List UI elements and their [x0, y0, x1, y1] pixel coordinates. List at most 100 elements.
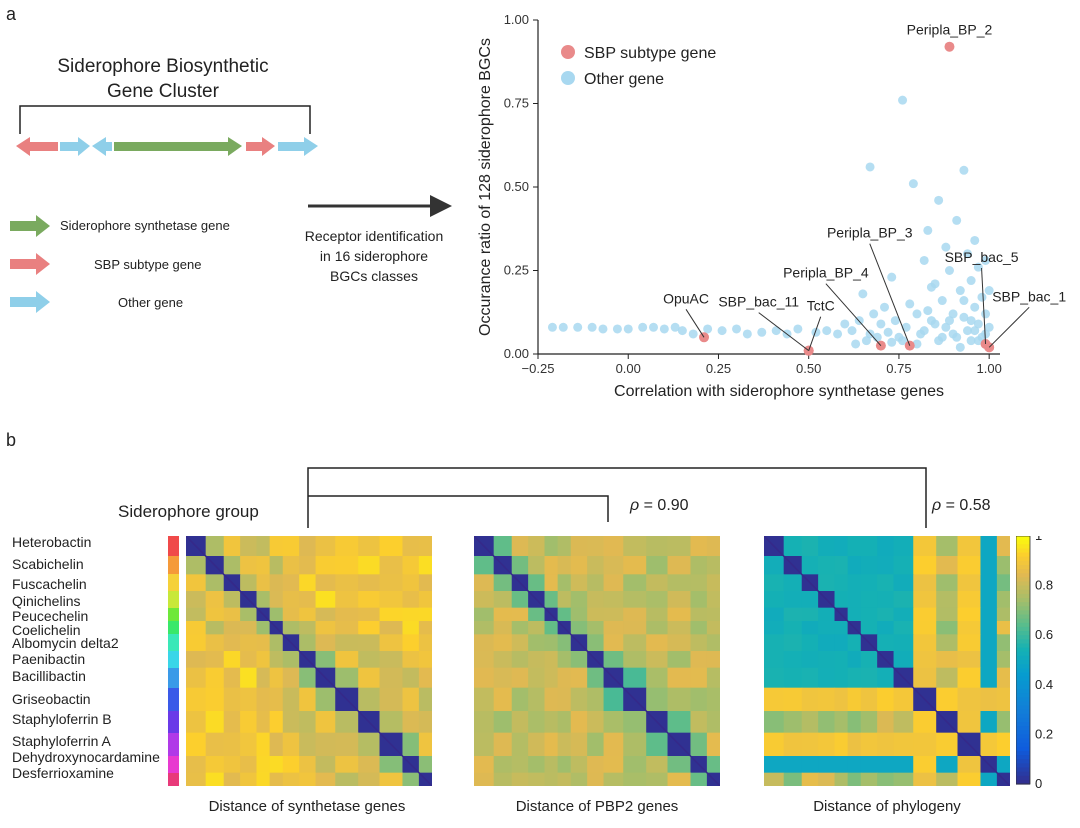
heatmap-cell — [603, 687, 624, 712]
colorbar-step — [1016, 655, 1030, 661]
heatmap-cell — [847, 556, 862, 575]
colorbar-step — [1016, 602, 1030, 607]
heatmap-cell — [623, 591, 647, 609]
heatmap-cell — [335, 756, 359, 774]
heatmap-cell — [511, 667, 529, 689]
heatmap-cell — [801, 621, 819, 635]
heatmap-cell — [335, 711, 359, 734]
other-gene-point — [649, 322, 658, 332]
heatmap-cell — [603, 556, 624, 575]
heatmap-cell — [402, 634, 420, 652]
heatmap-cell — [834, 634, 849, 652]
other-gene-point — [912, 309, 922, 319]
heatmap-cell — [256, 687, 271, 712]
group-label: Desferrioxamine — [12, 765, 114, 781]
heatmap-cell — [315, 607, 336, 622]
heatmap-cell — [847, 574, 862, 592]
other-gene-point — [959, 165, 969, 175]
heatmap-cell — [358, 772, 381, 786]
heatmap-cell — [315, 687, 336, 712]
heatmap-cell — [282, 621, 300, 635]
heatmap-cell — [646, 536, 669, 557]
colorbar-step — [1016, 779, 1030, 785]
heatmap-cell — [603, 591, 624, 609]
group-label: Staphyloferrin B — [12, 711, 112, 727]
heatmap-cell — [587, 556, 605, 575]
cluster-title-line2: Gene Cluster — [107, 81, 219, 102]
heatmap-cell — [783, 591, 803, 609]
heatmap-cell — [474, 732, 495, 757]
heatmap-cell — [269, 667, 284, 689]
heatmap-cell — [557, 591, 572, 609]
other-gene-points — [547, 95, 994, 352]
heatmap-cell — [818, 621, 836, 635]
heatmap-cell — [706, 687, 720, 712]
heatmap-cell — [690, 574, 708, 592]
heatmap-cell — [847, 607, 862, 622]
colorbar-step — [1016, 734, 1030, 740]
legend-arrow-other — [10, 291, 50, 313]
legend-label: Other gene — [584, 71, 664, 88]
heatmap-cell — [834, 536, 849, 557]
other-gene-point — [771, 326, 781, 336]
y-tick-label: 0.00 — [504, 346, 529, 361]
heatmap-cell — [913, 651, 937, 669]
heatmap-cell — [860, 574, 878, 592]
other-gene-point — [977, 292, 987, 302]
heatmap-cell — [358, 621, 381, 635]
heatmap-cell — [358, 591, 381, 609]
colorbar-step — [1016, 709, 1030, 715]
heatmap-cell — [893, 651, 914, 669]
heatmap-cell — [544, 574, 559, 592]
value-colorbar: 0 0.2 0.4 0.6 0.8 1 — [1016, 536, 1053, 791]
other-gene-point — [981, 329, 991, 339]
heatmap-cell — [335, 591, 359, 609]
heatmap-cell — [402, 556, 420, 575]
heatmap-cell — [379, 667, 404, 689]
heatmap-title-pbp2: Distance of PBP2 genes — [515, 798, 679, 815]
group-color-segment — [168, 607, 179, 622]
heatmap-cell — [557, 732, 572, 757]
heatmap-cell — [335, 772, 359, 786]
heatmap-cell — [511, 756, 529, 774]
heatmap-cell — [860, 651, 878, 669]
colorbar-step — [1016, 573, 1030, 578]
heatmap-cell — [764, 556, 785, 575]
colorbar-step — [1016, 614, 1030, 620]
heatmap-cell — [511, 634, 529, 652]
heatmap-cell — [667, 634, 692, 652]
heatmap-cell — [877, 634, 895, 652]
heatmap-cell — [847, 667, 862, 689]
other-gene-point — [948, 309, 958, 319]
heatmap-cell — [418, 556, 432, 575]
heatmap-cell — [603, 651, 624, 669]
heatmap-cell — [418, 756, 432, 774]
colorbar-step — [1016, 585, 1030, 591]
colorbar-step — [1016, 701, 1030, 707]
colorbar-step — [1016, 610, 1030, 616]
heatmap-cell — [256, 651, 271, 669]
heatmap-cell — [980, 536, 998, 557]
heatmap-cell — [570, 711, 588, 734]
other-gene-point — [919, 326, 929, 336]
colorbar-step — [1016, 581, 1030, 587]
heatmap-cell — [690, 634, 708, 652]
other-gene-point — [861, 336, 871, 346]
group-color-segment — [168, 621, 179, 635]
heatmap-cell — [587, 687, 605, 712]
gene-cluster-diagram — [10, 105, 452, 313]
heatmap-cell — [801, 711, 819, 734]
receptor-text-line1: Receptor identification — [304, 228, 444, 244]
other-gene-point — [930, 319, 940, 329]
heatmap-cell — [240, 667, 258, 689]
heatmap-cell — [557, 556, 572, 575]
heatmap-cell — [936, 634, 959, 652]
other-gene-point — [898, 95, 908, 105]
other-gene-point — [941, 322, 951, 332]
other-gene-point — [912, 339, 922, 349]
heatmap-cell — [205, 651, 225, 669]
heatmap-cell — [847, 634, 862, 652]
heatmap-cell — [801, 651, 819, 669]
heatmap-cell — [474, 591, 495, 609]
heatmap-cell — [860, 621, 878, 635]
